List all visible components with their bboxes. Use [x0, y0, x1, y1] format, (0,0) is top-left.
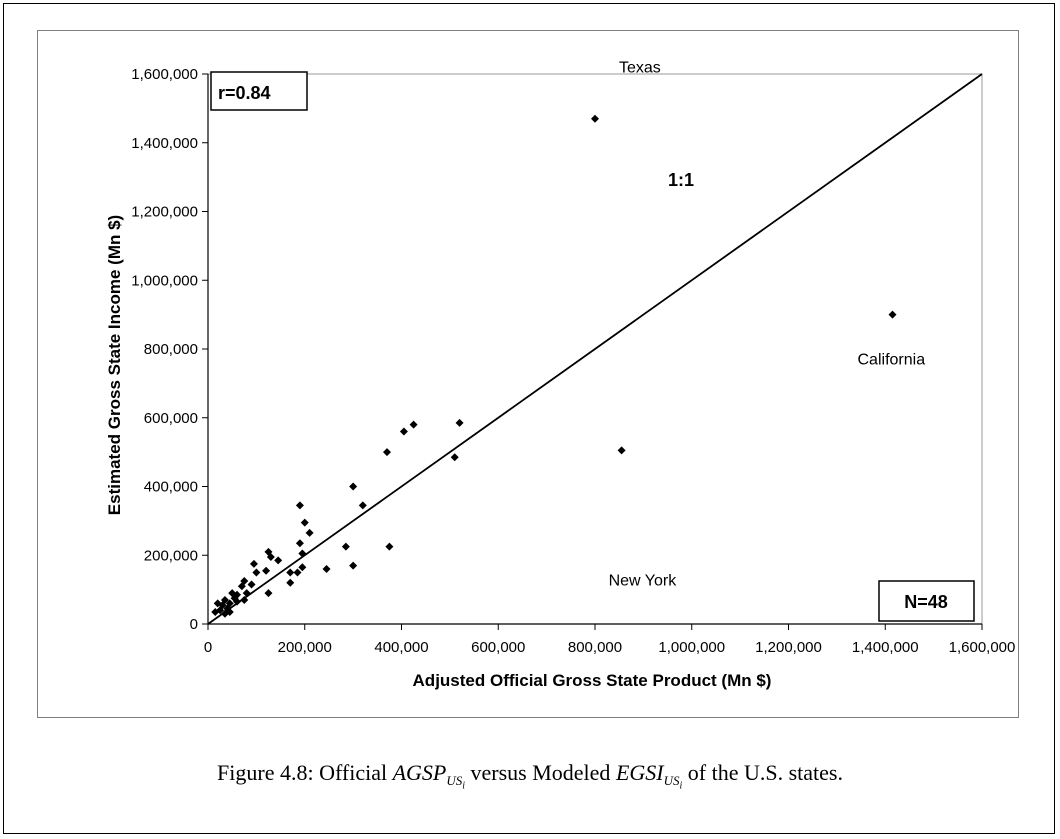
r-annotation: r=0.84	[218, 83, 271, 103]
data-point	[237, 582, 246, 591]
data-point	[382, 448, 391, 457]
caption-var2-sub: US	[663, 773, 680, 789]
reference-line-label: 1:1	[668, 170, 694, 190]
data-point	[300, 518, 309, 527]
point-label: California	[858, 352, 926, 369]
data-point	[298, 563, 307, 572]
data-point	[286, 578, 295, 587]
data-point	[240, 595, 249, 604]
data-point	[888, 310, 897, 319]
scatter-chart: 0 200,000 400,000 600,000 800,000 1,000,000 1,…	[105, 60, 1015, 690]
y-tick-label: 1,200,000	[131, 204, 198, 221]
point-labels: Texas California New York	[609, 60, 926, 590]
x-tick-label: 400,000	[374, 639, 428, 656]
x-axis-title: Adjusted Official Gross State Product (M…	[413, 671, 772, 690]
data-point	[399, 427, 408, 436]
data-point	[409, 420, 418, 429]
x-tick-label: 1,200,000	[755, 639, 822, 656]
data-point	[252, 568, 261, 577]
y-tick-label: 0	[190, 616, 198, 633]
data-point	[385, 542, 394, 551]
data-point	[295, 501, 304, 510]
data-point	[266, 552, 275, 561]
y-tick-label: 800,000	[144, 341, 198, 358]
data-point	[262, 566, 271, 575]
caption-var1: AGSP	[392, 760, 447, 785]
data-point	[242, 589, 251, 598]
caption-suffix: of the U.S. states.	[682, 760, 843, 785]
data-point	[341, 542, 350, 551]
x-tick-label: 1,000,000	[658, 639, 725, 656]
point-label: Texas	[619, 60, 661, 77]
y-tick-label: 1,000,000	[131, 272, 198, 289]
data-point	[233, 597, 242, 606]
data-point	[247, 580, 256, 589]
data-point	[305, 528, 314, 537]
data-point	[322, 565, 331, 573]
x-tick-label: 1,600,000	[949, 639, 1016, 656]
y-tick-label: 1,600,000	[131, 66, 198, 83]
figure-caption: Figure 4.8: Official AGSPUSi versus Mode…	[0, 760, 1060, 792]
y-tick-label: 600,000	[144, 410, 198, 427]
caption-var2-subscript: USi	[663, 773, 683, 792]
data-point	[349, 482, 358, 491]
data-point	[591, 114, 599, 123]
data-point	[249, 559, 258, 568]
y-tick-label: 200,000	[144, 547, 198, 564]
chart-area: 0 200,000 400,000 600,000 800,000 1,000,000 1,…	[37, 30, 1019, 718]
data-points	[211, 114, 897, 618]
data-point	[211, 607, 220, 616]
caption-var1-subsub: i	[462, 780, 466, 792]
data-point	[293, 568, 302, 577]
caption-middle: versus Modeled	[465, 760, 616, 785]
data-point	[617, 446, 626, 455]
point-label: New York	[609, 572, 678, 589]
data-point	[274, 556, 283, 565]
caption-var2-subsub: i	[679, 780, 683, 792]
caption-prefix: Figure 4.8: Official	[217, 760, 393, 785]
x-tick-label: 200,000	[278, 639, 332, 656]
x-tick-label: 600,000	[471, 639, 525, 656]
data-point	[450, 453, 459, 462]
y-axis-title: Estimated Gross State Income (Mn $)	[105, 215, 124, 515]
x-tick-label: 0	[204, 639, 212, 656]
data-point	[349, 561, 358, 570]
r-annotation-box	[210, 71, 308, 111]
x-tick-label: 800,000	[568, 639, 622, 656]
n-annotation-box	[878, 580, 975, 622]
reference-line-group	[207, 73, 983, 625]
figure-frame	[3, 3, 1055, 834]
caption-var1-subscript: USi	[446, 773, 465, 792]
data-point	[295, 539, 304, 548]
data-point	[358, 501, 367, 510]
y-tick-label: 400,000	[144, 479, 198, 496]
data-point	[220, 609, 229, 618]
data-point	[286, 568, 295, 577]
data-point	[264, 589, 273, 598]
data-point	[298, 549, 307, 558]
y-tick-label: 1,400,000	[131, 135, 198, 152]
data-point	[455, 418, 464, 427]
caption-var1-sub: US	[446, 773, 463, 789]
data-point	[213, 599, 222, 608]
axes: 0 200,000 400,000 600,000 800,000 1,000,000 1,…	[131, 66, 1015, 656]
reference-line-1-1	[207, 73, 983, 625]
n-annotation: N=48	[904, 592, 948, 612]
caption-var2: EGSI	[615, 760, 664, 785]
x-tick-label: 1,400,000	[852, 639, 919, 656]
